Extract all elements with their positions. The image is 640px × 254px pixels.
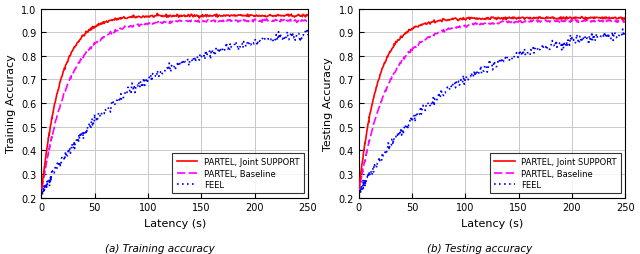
- Text: (b) Testing accuracy: (b) Testing accuracy: [428, 244, 532, 253]
- Text: (a) Training accuracy: (a) Training accuracy: [105, 244, 215, 253]
- Y-axis label: Training Accuracy: Training Accuracy: [6, 55, 15, 153]
- Legend: PARTEL, Joint SUPPORT, PARTEL, Baseline, FEEL: PARTEL, Joint SUPPORT, PARTEL, Baseline,…: [172, 153, 304, 194]
- X-axis label: Latency (s): Latency (s): [461, 218, 523, 228]
- X-axis label: Latency (s): Latency (s): [143, 218, 205, 228]
- Legend: PARTEL, Joint SUPPORT, PARTEL, Baseline, FEEL: PARTEL, Joint SUPPORT, PARTEL, Baseline,…: [490, 153, 621, 194]
- Y-axis label: Testing Accuracy: Testing Accuracy: [323, 57, 333, 150]
